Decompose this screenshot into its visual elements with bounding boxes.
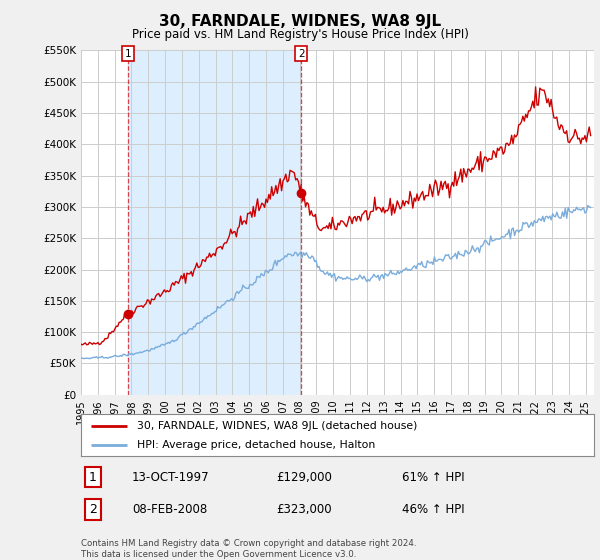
Text: 46% ↑ HPI: 46% ↑ HPI — [402, 503, 464, 516]
Text: £129,000: £129,000 — [276, 470, 332, 484]
Text: 30, FARNDALE, WIDNES, WA8 9JL (detached house): 30, FARNDALE, WIDNES, WA8 9JL (detached … — [137, 421, 418, 431]
Text: 1: 1 — [89, 470, 97, 484]
Text: 13-OCT-1997: 13-OCT-1997 — [132, 470, 209, 484]
Text: 30, FARNDALE, WIDNES, WA8 9JL: 30, FARNDALE, WIDNES, WA8 9JL — [159, 14, 441, 29]
Text: HPI: Average price, detached house, Halton: HPI: Average price, detached house, Halt… — [137, 440, 376, 450]
Text: Contains HM Land Registry data © Crown copyright and database right 2024.
This d: Contains HM Land Registry data © Crown c… — [81, 539, 416, 559]
Text: Price paid vs. HM Land Registry's House Price Index (HPI): Price paid vs. HM Land Registry's House … — [131, 28, 469, 41]
Text: 61% ↑ HPI: 61% ↑ HPI — [402, 470, 464, 484]
Text: £323,000: £323,000 — [276, 503, 332, 516]
Text: 2: 2 — [298, 49, 305, 59]
Text: 08-FEB-2008: 08-FEB-2008 — [132, 503, 207, 516]
Bar — [128, 50, 301, 395]
Text: 2: 2 — [89, 503, 97, 516]
Text: 1: 1 — [125, 49, 131, 59]
